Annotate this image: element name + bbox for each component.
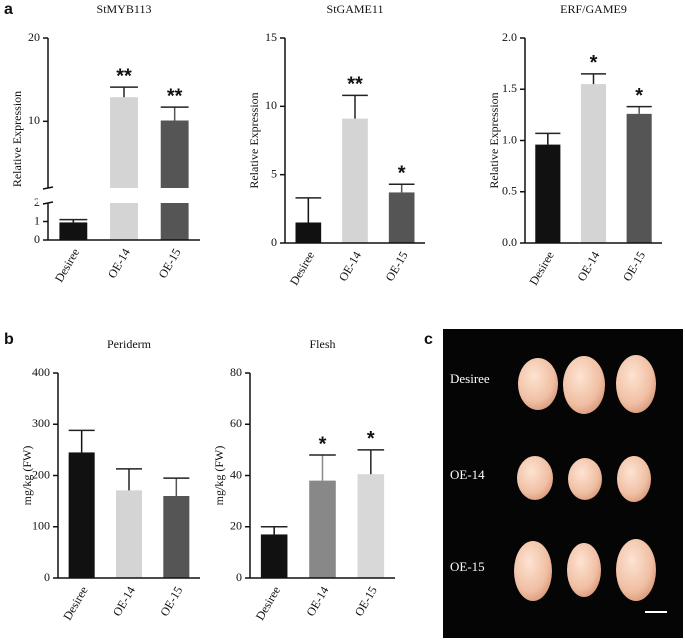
- bar: [342, 118, 368, 243]
- row-label: OE-15: [450, 559, 485, 574]
- break-mark: [42, 201, 54, 205]
- bar: [163, 496, 190, 578]
- tuber: [517, 456, 553, 500]
- y-tick-label: 0: [34, 232, 40, 246]
- x-tick-label: Desiree: [60, 584, 90, 623]
- y-tick-label: 1: [34, 213, 40, 227]
- y-axis-label: Relative Expression: [487, 92, 501, 188]
- tuber: [617, 456, 651, 502]
- tuber: [518, 358, 558, 410]
- x-tick-label: OE-15: [352, 584, 380, 619]
- bar: [295, 222, 322, 243]
- y-tick-label: 80: [230, 365, 242, 379]
- significance: *: [590, 52, 598, 74]
- y-tick-label: 0.0: [502, 235, 517, 249]
- y-tick-label: 2: [34, 195, 40, 209]
- y-tick-label: 2.0: [502, 30, 517, 44]
- bar: [260, 534, 288, 578]
- y-tick-label: 300: [32, 416, 50, 430]
- chart-title: ERF/GAME9: [560, 2, 627, 16]
- y-tick-label: 20: [28, 30, 40, 44]
- y-tick-label: 60: [230, 416, 242, 430]
- row-label: OE-14: [450, 467, 485, 482]
- x-tick-label: OE-14: [303, 584, 331, 619]
- significance: **: [347, 74, 363, 96]
- x-tick-label: OE-14: [336, 249, 364, 284]
- significance: *: [367, 428, 375, 450]
- photo: Desiree OE-14 OE-15: [443, 329, 683, 638]
- y-axis-label: mg/kg (FW): [212, 446, 226, 506]
- bar: [309, 480, 336, 578]
- y-tick-label: 1.5: [502, 81, 517, 95]
- x-tick-label: OE-15: [383, 249, 411, 284]
- x-tick-label: Desiree: [52, 246, 82, 285]
- chart-title: Periderm: [107, 337, 152, 351]
- tuber: [563, 356, 605, 414]
- y-tick-label: 100: [32, 519, 50, 533]
- significance: **: [167, 85, 183, 107]
- y-tick-label: 40: [230, 467, 242, 481]
- panel-label: a: [4, 1, 13, 18]
- significance: *: [398, 163, 406, 185]
- y-axis-label: Relative Expression: [10, 91, 24, 187]
- tuber: [567, 543, 601, 597]
- tuber: [616, 355, 656, 413]
- x-tick-label: OE-15: [620, 249, 648, 284]
- chart-title: Flesh: [309, 337, 335, 351]
- bar: [68, 452, 95, 578]
- tuber: [616, 539, 656, 601]
- row-label: Desiree: [450, 371, 490, 386]
- bar: [580, 84, 607, 243]
- y-tick-label: 15: [265, 30, 277, 44]
- y-tick-label: 0.5: [502, 184, 517, 198]
- bar: [115, 490, 143, 578]
- tuber: [568, 458, 602, 500]
- y-tick-label: 5: [271, 166, 277, 180]
- x-tick-label: OE-14: [105, 246, 133, 281]
- panel-label: c: [424, 331, 433, 348]
- y-axis-label: Relative Expression: [247, 92, 261, 188]
- x-tick-label: OE-14: [574, 249, 602, 284]
- panel-label: b: [4, 331, 14, 348]
- chart-title: StGAME11: [327, 2, 384, 16]
- y-tick-label: 10: [28, 113, 40, 127]
- tuber: [514, 541, 552, 601]
- bar: [626, 113, 652, 243]
- y-tick-label: 400: [32, 365, 50, 379]
- y-axis-label: mg/kg (FW): [20, 446, 34, 506]
- bar: [535, 144, 561, 243]
- bar: [160, 120, 189, 240]
- x-tick-label: OE-15: [156, 246, 184, 281]
- x-tick-label: OE-15: [157, 584, 185, 619]
- y-tick-label: 20: [230, 519, 242, 533]
- bar: [388, 192, 415, 243]
- y-tick-label: 10: [265, 98, 277, 112]
- x-tick-label: Desiree: [253, 584, 283, 623]
- bar: [357, 474, 385, 578]
- y-tick-label: 0: [236, 570, 242, 584]
- x-tick-label: Desiree: [526, 249, 556, 288]
- significance: **: [116, 65, 132, 87]
- y-tick-label: 0: [44, 570, 50, 584]
- significance: *: [635, 85, 643, 107]
- break-mark: [42, 186, 54, 190]
- x-tick-label: Desiree: [287, 249, 317, 288]
- chart-title: StMYB113: [97, 2, 152, 16]
- x-tick-label: OE-14: [110, 584, 138, 619]
- bar: [110, 97, 138, 241]
- y-tick-label: 0: [271, 235, 277, 249]
- axis-break: [38, 188, 202, 203]
- bar: [59, 222, 88, 240]
- significance: *: [319, 433, 327, 455]
- y-tick-label: 200: [32, 467, 50, 481]
- y-tick-label: 1.0: [502, 132, 517, 146]
